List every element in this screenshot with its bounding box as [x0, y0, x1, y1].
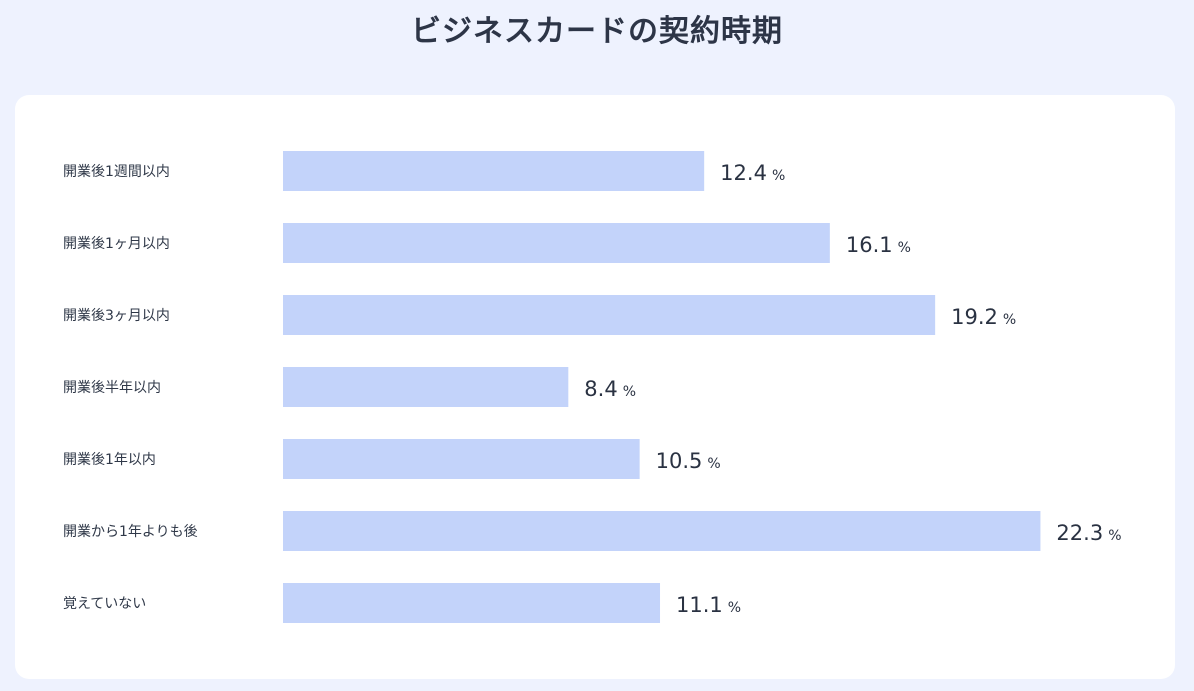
bar	[283, 583, 661, 623]
value-label: 8.4%	[584, 377, 636, 401]
category-label: 開業から1年よりも後	[63, 524, 198, 540]
value-label: 16.1%	[846, 233, 911, 257]
category-label: 開業後1年以内	[63, 452, 156, 468]
bar	[283, 295, 936, 335]
value-label: 22.3%	[1056, 521, 1121, 545]
value-label: 19.2%	[951, 305, 1016, 329]
chart-card	[15, 95, 1175, 679]
category-label: 開業後3ヶ月以内	[63, 308, 170, 324]
bar	[283, 511, 1041, 551]
bar	[283, 367, 569, 407]
chart-title: ビジネスカードの契約時期	[411, 14, 783, 49]
bar	[283, 439, 640, 479]
category-label: 開業後半年以内	[63, 380, 161, 396]
bar	[283, 223, 830, 263]
category-label: 開業後1週間以内	[63, 164, 170, 180]
value-label: 10.5%	[656, 449, 721, 473]
value-label: 11.1%	[676, 593, 741, 617]
value-label: 12.4%	[720, 161, 785, 185]
bar	[283, 151, 705, 191]
category-label: 覚えていない	[63, 596, 146, 612]
category-label: 開業後1ヶ月以内	[63, 236, 170, 252]
